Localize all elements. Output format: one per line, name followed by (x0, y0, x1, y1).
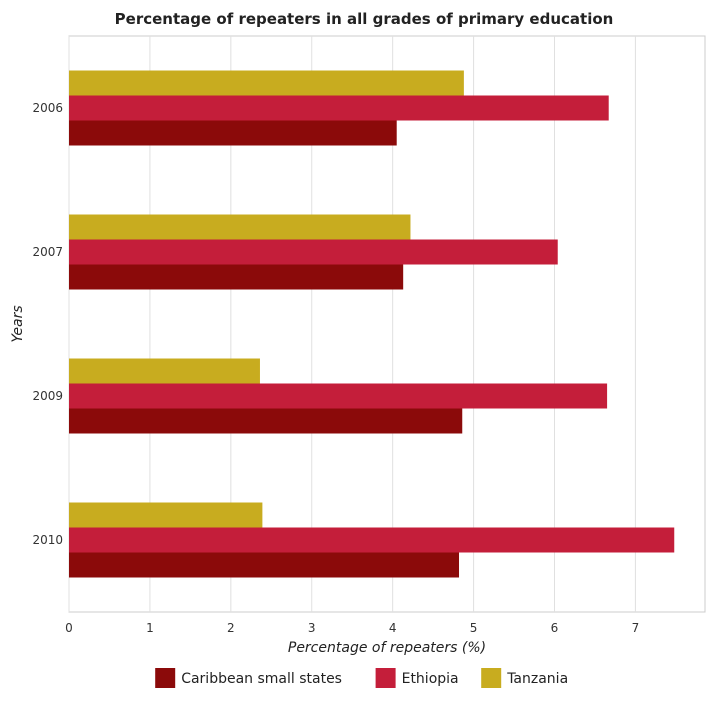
x-tick-label: 1 (146, 621, 154, 635)
x-tick-label: 3 (308, 621, 316, 635)
x-tick-label: 6 (551, 621, 559, 635)
bar-tanzania-2009 (69, 358, 260, 384)
bar-ethiopia-2006 (69, 95, 609, 121)
bar-caribbean-small-states-2010 (69, 552, 460, 578)
y-tick-label: 2007 (32, 245, 63, 259)
legend: Caribbean small states Ethiopia Tanzania (155, 668, 568, 688)
legend-swatch (375, 668, 396, 688)
x-tick-labels: 0 1 2 3 4 5 6 7 (65, 621, 639, 635)
y-tick-labels: 2006 2007 2009 2010 (32, 101, 63, 547)
x-tick-label: 4 (389, 621, 397, 635)
bar-tanzania-2007 (69, 214, 411, 240)
bar-caribbean-small-states-2009 (69, 408, 463, 434)
x-tick-label: 7 (632, 621, 640, 635)
bar-caribbean-small-states-2006 (69, 120, 397, 146)
y-tick-label: 2006 (32, 101, 63, 115)
bar-ethiopia-2007 (69, 239, 558, 265)
legend-label: Tanzania (506, 671, 568, 687)
legend-swatch (155, 668, 176, 688)
legend-swatch (481, 668, 502, 688)
bar-ethiopia-2010 (69, 527, 675, 553)
bar-tanzania-2006 (69, 70, 464, 96)
x-tick-label: 0 (65, 621, 73, 635)
bar-tanzania-2010 (69, 502, 263, 528)
y-tick-label: 2010 (32, 533, 63, 547)
chart-title: Percentage of repeaters in all grades of… (115, 10, 614, 28)
legend-label: Caribbean small states (181, 671, 342, 687)
x-axis-label: Percentage of repeaters (%) (288, 640, 486, 656)
x-tick-label: 2 (227, 621, 235, 635)
x-tick-label: 5 (470, 621, 478, 635)
y-axis-label: Years (10, 305, 26, 342)
y-tick-label: 2009 (32, 389, 63, 403)
legend-label: Ethiopia (402, 671, 459, 687)
bar-caribbean-small-states-2007 (69, 264, 404, 290)
bar-ethiopia-2009 (69, 383, 608, 409)
bars (69, 70, 675, 578)
